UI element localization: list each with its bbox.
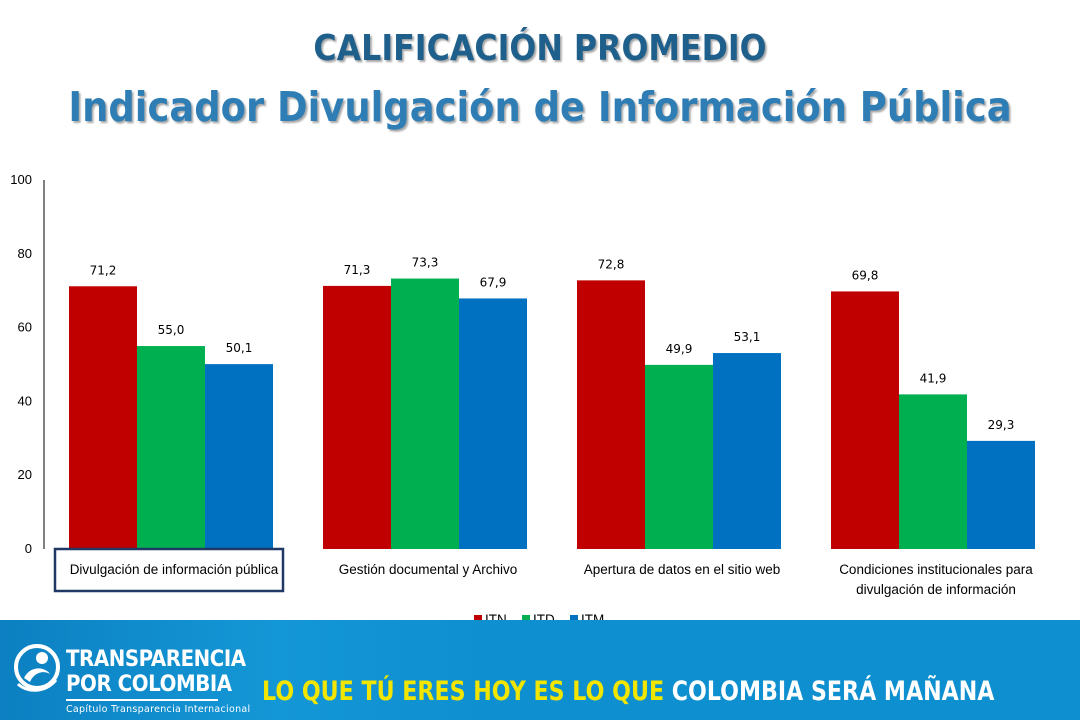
category-label: divulgación de información — [856, 582, 1016, 597]
legend-label: ITM — [581, 612, 604, 620]
highlight-box — [53, 547, 285, 593]
bar-series — [69, 278, 1035, 549]
data-label: 29,3 — [988, 418, 1015, 432]
category-label: Gestión documental y Archivo — [339, 562, 518, 577]
category-labels: Divulgación de información pública Gestió… — [70, 562, 1034, 597]
legend-label: ITN — [485, 612, 507, 620]
bar-itm — [459, 298, 527, 549]
legend-swatch-itm — [570, 615, 578, 620]
slogan: LO QUE TÚ ERES HOY ES LO QUE COLOMBIA SE… — [262, 676, 994, 707]
bar-itm — [713, 353, 781, 549]
transparencia-logo-icon — [14, 644, 60, 692]
data-labels: 71,2 71,3 72,8 69,8 55,0 73,3 49,9 41,9 50,1 67,9… — [90, 256, 1015, 432]
y-tick-label: 60 — [18, 320, 32, 335]
bar-itd — [645, 364, 713, 549]
data-label: 49,9 — [666, 342, 693, 356]
category-label: Condiciones institucionales para — [839, 562, 1033, 577]
logo-text-line2: POR COLOMBIA — [66, 672, 232, 697]
y-axis-ticks: 0 20 40 60 80 100 — [10, 172, 32, 556]
data-label: 41,9 — [920, 371, 947, 385]
bar-itm — [205, 364, 273, 549]
y-tick-label: 40 — [18, 393, 32, 408]
data-label: 72,8 — [598, 257, 625, 271]
legend-swatch-itn — [474, 615, 482, 620]
bar-itn — [323, 285, 391, 549]
y-tick-label: 0 — [25, 541, 32, 556]
footer-band: TRANSPARENCIA POR COLOMBIA Capítulo Tran… — [0, 620, 1080, 720]
data-label: 53,1 — [734, 330, 761, 344]
category-label: Apertura de datos en el sitio web — [584, 562, 781, 577]
chart-title: CALIFICACIÓN PROMEDIO — [313, 28, 767, 69]
data-label: 71,2 — [90, 263, 117, 277]
bar-itn — [69, 286, 137, 549]
legend: ITN ITD ITM — [474, 612, 604, 620]
bar-itn — [577, 280, 645, 549]
slogan-part1: LO QUE TÚ ERES HOY ES LO QUE — [262, 676, 665, 707]
category-label: Divulgación de información pública — [70, 562, 279, 577]
slogan-part2: COLOMBIA SERÁ MAÑANA — [664, 676, 995, 707]
bar-itd — [391, 278, 459, 549]
logo-divider — [66, 699, 218, 701]
bar-chart: 0 20 40 60 80 100 71,2 71,3 72,8 69,8 55,0 73,3 49,… — [10, 172, 1035, 620]
bar-itd — [137, 346, 205, 549]
bar-itm — [967, 440, 1035, 549]
data-label: 50,1 — [226, 341, 253, 355]
data-label: 55,0 — [158, 323, 185, 337]
y-tick-label: 20 — [18, 467, 32, 482]
legend-swatch-itd — [522, 615, 530, 620]
legend-label: ITD — [533, 612, 555, 620]
y-tick-label: 80 — [18, 246, 32, 261]
data-label: 73,3 — [412, 256, 439, 270]
data-label: 71,3 — [344, 263, 371, 277]
data-label: 67,9 — [480, 275, 507, 289]
logo-text-line1: TRANSPARENCIA — [66, 647, 246, 672]
data-label: 69,8 — [852, 268, 879, 282]
logo-text-line3: Capítulo Transparencia Internacional — [66, 704, 251, 715]
bar-itd — [899, 394, 967, 549]
chart-subtitle: Indicador Divulgación de Información Púb… — [68, 83, 1012, 131]
y-tick-label: 100 — [10, 172, 32, 187]
bar-itn — [831, 291, 899, 549]
